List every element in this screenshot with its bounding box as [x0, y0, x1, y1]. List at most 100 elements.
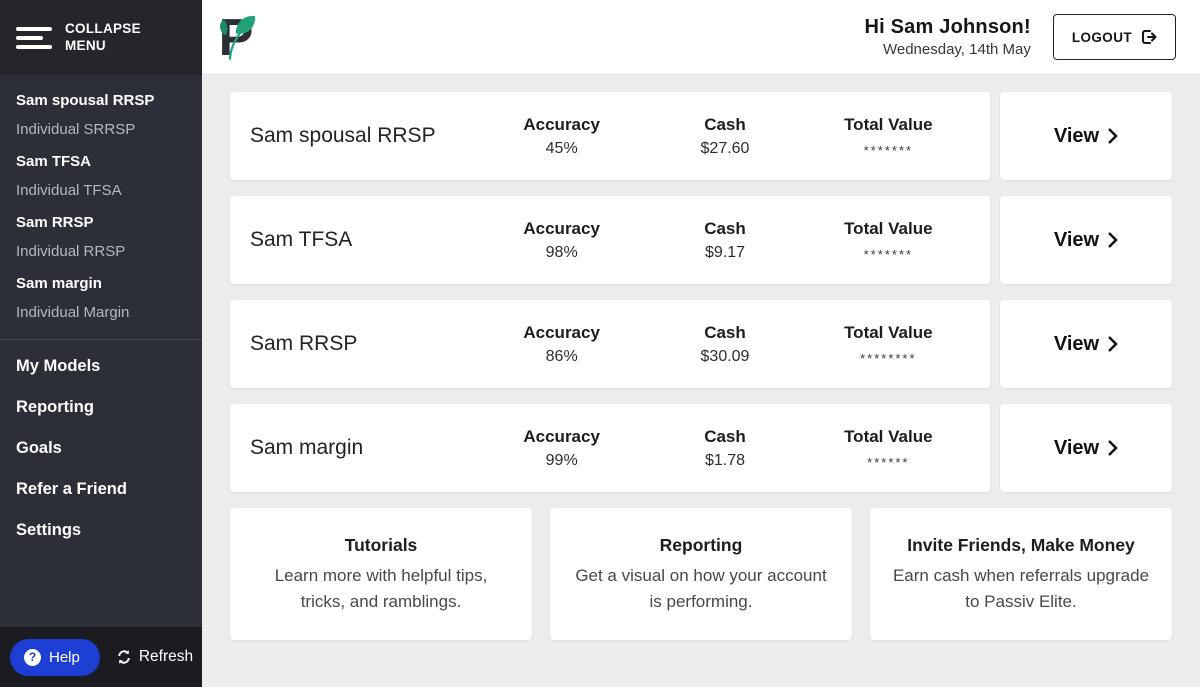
accuracy-label: Accuracy	[523, 426, 600, 446]
accuracy-value: 98%	[545, 243, 578, 261]
sidebar: COLLAPSE MENU Sam spousal RRSP Individua…	[0, 0, 202, 687]
refresh-button[interactable]: Refresh	[116, 648, 193, 666]
accuracy-label: Accuracy	[523, 218, 600, 238]
cash-label: Cash	[704, 218, 746, 238]
sidebar-account-type[interactable]: Individual RRSP	[16, 243, 126, 260]
view-label: View	[1053, 436, 1100, 459]
sidebar-account-sam-rrsp[interactable]: Sam RRSP	[16, 214, 94, 231]
passiv-logo-icon[interactable]: P	[210, 8, 262, 66]
total-value-masked: ********	[860, 350, 917, 366]
sidebar-account-sam-spousal-rrsp[interactable]: Sam spousal RRSP	[16, 92, 155, 109]
top-header: P Hi Sam Johnson! Wednesday, 14th May LO…	[202, 0, 1200, 75]
sidebar-footer: ? Help Refresh	[0, 627, 202, 687]
sidebar-item-goals[interactable]: Goals	[16, 439, 62, 457]
cash-stat: Cash $27.60	[643, 115, 806, 158]
promo-row: Tutorials Learn more with helpful tips, …	[230, 508, 1172, 640]
main-area: P Hi Sam Johnson! Wednesday, 14th May LO…	[202, 0, 1200, 687]
sidebar-account-sam-tfsa[interactable]: Sam TFSA	[16, 153, 92, 170]
sidebar-item-reporting[interactable]: Reporting	[16, 398, 94, 416]
cash-value: $1.78	[704, 451, 746, 469]
cash-stat: Cash $9.17	[643, 219, 806, 262]
account-row-sam-tfsa: Sam TFSA Accuracy 98% Cash $9.17 Total V…	[230, 196, 1172, 284]
accuracy-stat: Accuracy 86%	[480, 323, 643, 366]
collapse-menu-button[interactable]: COLLAPSE MENU	[0, 0, 202, 75]
total-value-masked: ******	[867, 454, 910, 470]
sidebar-account-type[interactable]: Individual SRRSP	[16, 121, 136, 138]
sidebar-divider	[0, 339, 202, 340]
cash-label: Cash	[704, 322, 746, 342]
promo-title: Reporting	[659, 535, 743, 555]
view-label: View	[1053, 124, 1100, 147]
account-card: Sam RRSP Accuracy 86% Cash $30.09 Total …	[230, 300, 990, 388]
promo-card-invite-friends[interactable]: Invite Friends, Make Money Earn cash whe…	[870, 508, 1172, 640]
logout-button[interactable]: LOGOUT	[1052, 14, 1176, 60]
cash-stat: Cash $30.09	[643, 323, 806, 366]
view-button[interactable]: View	[1000, 92, 1172, 180]
help-button[interactable]: ? Help	[10, 638, 100, 676]
sidebar-account-type[interactable]: Individual TFSA	[16, 182, 122, 199]
total-value-label: Total Value	[844, 426, 933, 446]
promo-card-reporting[interactable]: Reporting Get a visual on how your accou…	[550, 508, 852, 640]
total-value-stat: Total Value ********	[807, 323, 970, 366]
view-button[interactable]: View	[1000, 404, 1172, 492]
accuracy-value: 45%	[545, 139, 578, 157]
total-value-stat: Total Value ******	[807, 427, 970, 470]
total-value-masked: *******	[863, 142, 914, 158]
view-button[interactable]: View	[1000, 196, 1172, 284]
sidebar-nav: My Models Reporting Goals Refer a Friend…	[0, 346, 202, 551]
promo-card-tutorials[interactable]: Tutorials Learn more with helpful tips, …	[230, 508, 532, 640]
help-label: Help	[49, 648, 80, 666]
sidebar-account-type[interactable]: Individual Margin	[16, 304, 130, 321]
chevron-right-icon	[1108, 336, 1118, 352]
refresh-icon	[118, 650, 130, 664]
greeting-text: Hi Sam Johnson!	[864, 16, 1031, 38]
account-row-sam-spousal-rrsp: Sam spousal RRSP Accuracy 45% Cash $27.6…	[230, 92, 1172, 180]
promo-title: Tutorials	[344, 535, 418, 555]
accuracy-label: Accuracy	[523, 322, 600, 342]
cash-stat: Cash $1.78	[643, 427, 806, 470]
account-name[interactable]: Sam spousal RRSP	[250, 124, 436, 147]
chevron-right-icon	[1108, 128, 1118, 144]
cash-value: $27.60	[700, 139, 750, 157]
view-button[interactable]: View	[1000, 300, 1172, 388]
account-row-sam-margin: Sam margin Accuracy 99% Cash $1.78 Total…	[230, 404, 1172, 492]
account-card: Sam TFSA Accuracy 98% Cash $9.17 Total V…	[230, 196, 990, 284]
total-value-label: Total Value	[844, 114, 933, 134]
view-label: View	[1053, 228, 1100, 251]
sidebar-account-sam-margin[interactable]: Sam margin	[16, 275, 102, 292]
promo-description: Learn more with helpful tips, tricks, an…	[274, 566, 488, 612]
total-value-stat: Total Value *******	[807, 115, 970, 158]
total-value-stat: Total Value *******	[807, 219, 970, 262]
greeting-block: Hi Sam Johnson! Wednesday, 14th May	[864, 16, 1030, 58]
account-card: Sam margin Accuracy 99% Cash $1.78 Total…	[230, 404, 990, 492]
sidebar-item-settings[interactable]: Settings	[16, 521, 82, 539]
collapse-menu-label: COLLAPSE MENU	[65, 20, 141, 53]
sidebar-item-refer-a-friend[interactable]: Refer a Friend	[16, 480, 127, 498]
logout-icon	[1141, 29, 1157, 45]
dashboard-content: Sam spousal RRSP Accuracy 45% Cash $27.6…	[202, 75, 1200, 657]
account-name[interactable]: Sam RRSP	[250, 332, 358, 355]
chevron-right-icon	[1108, 232, 1118, 248]
cash-label: Cash	[704, 426, 746, 446]
accuracy-value: 99%	[545, 451, 578, 469]
account-name[interactable]: Sam TFSA	[250, 228, 353, 251]
cash-value: $30.09	[700, 347, 750, 365]
total-value-label: Total Value	[844, 322, 933, 342]
cash-value: $9.17	[704, 243, 746, 261]
accuracy-stat: Accuracy 98%	[480, 219, 643, 262]
account-card: Sam spousal RRSP Accuracy 45% Cash $27.6…	[230, 92, 990, 180]
total-value-masked: *******	[863, 246, 914, 262]
logout-label: LOGOUT	[1071, 29, 1132, 45]
hamburger-icon	[16, 26, 52, 49]
chevron-right-icon	[1108, 440, 1118, 456]
question-mark-icon: ?	[24, 648, 41, 666]
promo-description: Get a visual on how your account is perf…	[575, 566, 827, 612]
sidebar-item-my-models[interactable]: My Models	[16, 357, 101, 375]
account-name[interactable]: Sam margin	[250, 436, 364, 459]
view-label: View	[1053, 332, 1100, 355]
account-row-sam-rrsp: Sam RRSP Accuracy 86% Cash $30.09 Total …	[230, 300, 1172, 388]
total-value-label: Total Value	[844, 218, 933, 238]
cash-label: Cash	[704, 114, 746, 134]
greeting-date: Wednesday, 14th May	[882, 41, 1031, 58]
accuracy-label: Accuracy	[523, 114, 600, 134]
